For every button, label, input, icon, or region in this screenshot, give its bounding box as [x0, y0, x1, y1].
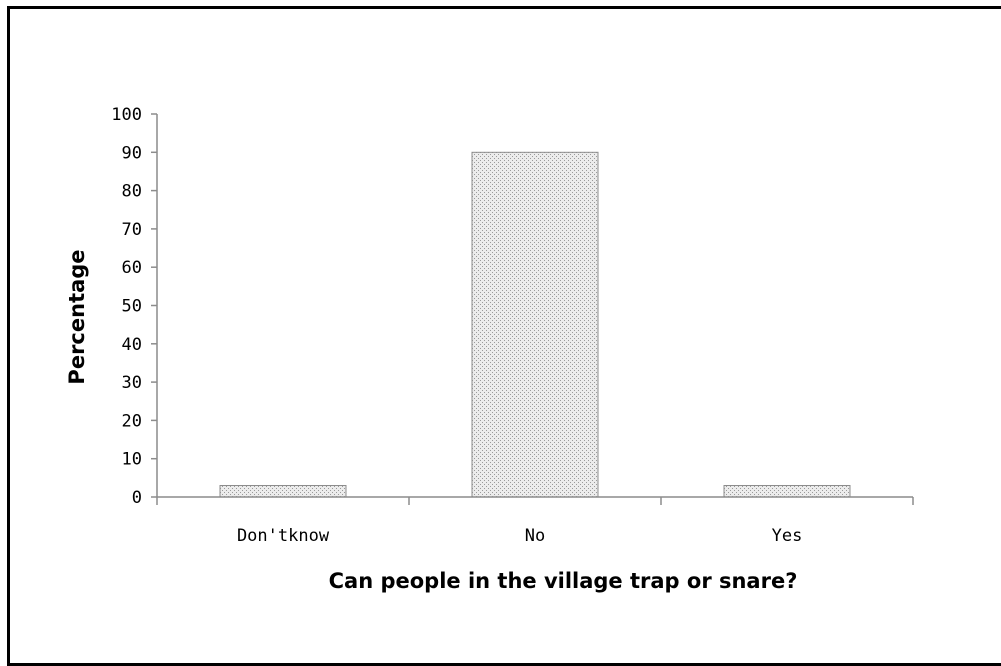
y-tick-label: 60: [122, 258, 142, 278]
y-tick-label: 80: [122, 182, 142, 202]
bars-layer: [219, 151, 851, 498]
bar-no: [471, 151, 599, 498]
y-tick-label: 100: [111, 105, 142, 125]
y-tick-label: 90: [122, 143, 142, 163]
y-tick-label: 30: [122, 373, 142, 393]
bar-chart: Don'tknow No Yes 0 10 20 30 40 50 60 70 80 90 100 Can…: [65, 105, 914, 593]
x-tick-label: Don'tknow: [237, 526, 330, 546]
y-tick-label: 0: [132, 488, 142, 508]
x-tick-label: No: [525, 526, 545, 546]
x-tick-label: Yes: [772, 526, 803, 546]
y-tick-label: 40: [122, 335, 142, 355]
y-tick-label: 70: [122, 220, 142, 240]
bar-don-tknow: [219, 485, 347, 498]
y-tick-label: 20: [122, 411, 142, 431]
axes-layer: [151, 113, 914, 505]
x-axis-title: Can people in the village trap or snare?: [329, 569, 798, 593]
bar-yes: [723, 485, 851, 498]
labels-layer: Don'tknow No Yes 0 10 20 30 40 50 60 70 80 90 100: [111, 105, 802, 546]
y-tick-label: 50: [122, 297, 142, 317]
y-axis-title: Percentage: [65, 249, 89, 384]
y-tick-label: 10: [122, 450, 142, 470]
